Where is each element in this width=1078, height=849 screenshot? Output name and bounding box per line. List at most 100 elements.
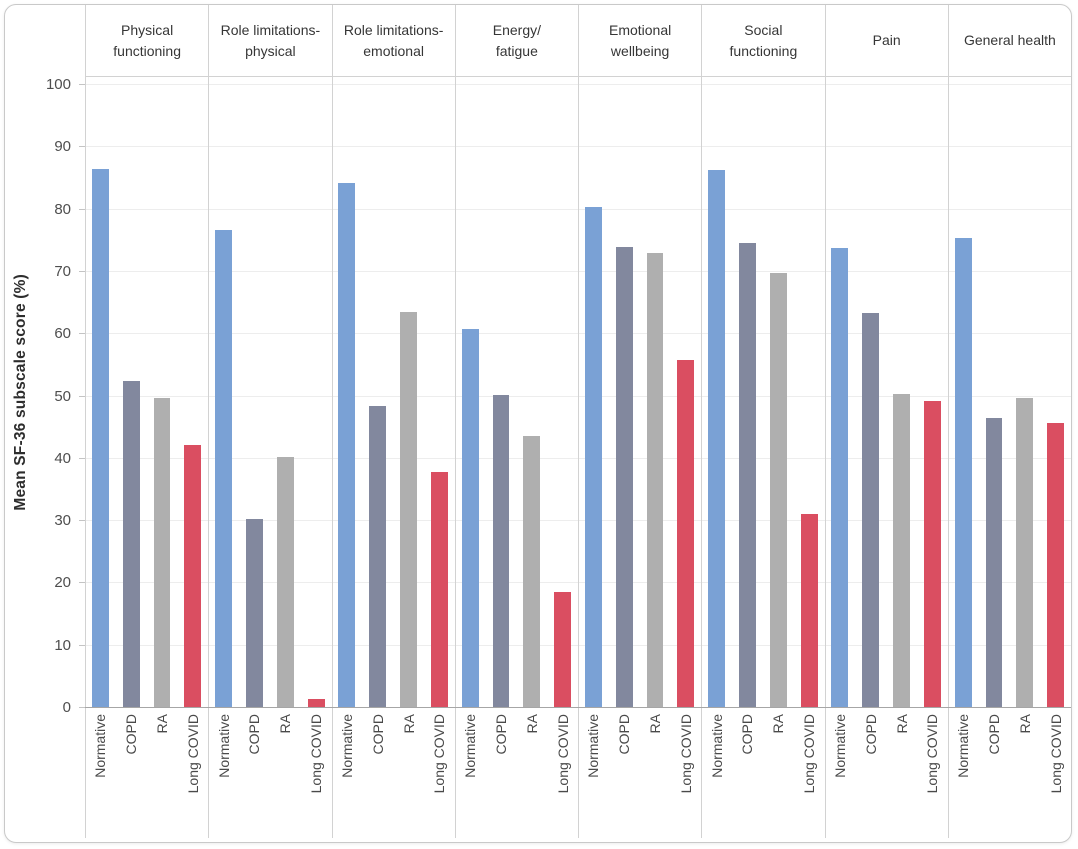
- category-label-long-covid: Long COVID: [308, 714, 325, 794]
- y-tick-label-40: 40: [54, 449, 71, 467]
- gridline-30: [209, 520, 332, 522]
- panel-energy-fatigue: [454, 77, 578, 708]
- y-tick-label-70: 70: [54, 262, 71, 280]
- y-axis-title-text: Mean SF-36 subscale score (%): [12, 274, 29, 511]
- gridline-80: [209, 208, 332, 210]
- gridline-70: [579, 270, 702, 272]
- bar-normative-emotional-wellbeing[interactable]: [584, 207, 602, 708]
- y-tick-mark: [79, 457, 85, 459]
- bar-normative-social-functioning[interactable]: [708, 170, 726, 708]
- bar-normative-energy-fatigue[interactable]: [461, 329, 479, 708]
- panel-plot-area: [455, 77, 578, 708]
- bar-copd-physical-functioning[interactable]: [122, 380, 140, 708]
- label-corner-spacer: [5, 708, 85, 838]
- bar-normative-role-limitations-emotional[interactable]: [338, 182, 356, 708]
- gridline-70: [948, 270, 1071, 272]
- y-tick-mark: [79, 333, 85, 335]
- bar-copd-social-functioning[interactable]: [739, 243, 756, 708]
- gridline-20: [948, 582, 1071, 584]
- gridline-40: [455, 457, 578, 459]
- gridline-90: [825, 146, 948, 148]
- category-labels-general-health: Normative COPD RA Long COVID: [947, 708, 1071, 838]
- bar-long-covid-physical-functioning[interactable]: [184, 445, 202, 708]
- bar-long-covid-energy-fatigue[interactable]: [554, 591, 572, 708]
- bar-normative-pain[interactable]: [831, 248, 849, 708]
- category-labels-energy-fatigue: Normative COPD RA Long COVID: [454, 708, 578, 838]
- bar-ra-social-functioning[interactable]: [769, 272, 787, 708]
- gridline-70: [702, 270, 825, 272]
- category-label-ra: RA: [1016, 714, 1033, 734]
- category-labels-role-limitations-physical: Normative COPD RA Long COVID: [208, 708, 331, 838]
- category-labels-physical-functioning: Normative COPD RA Long COVID: [85, 708, 208, 838]
- y-axis: Mean SF-36 subscale score (%) 0 10 20 30 40 5…: [5, 76, 85, 716]
- bar-long-covid-general-health[interactable]: [1047, 422, 1065, 708]
- bar-normative-general-health[interactable]: [954, 238, 972, 708]
- gridline-40: [702, 457, 825, 459]
- gridline-50: [86, 395, 209, 397]
- gridline-30: [948, 520, 1071, 522]
- bar-normative-physical-functioning[interactable]: [91, 169, 109, 708]
- category-label-ra: RA: [154, 714, 171, 734]
- bar-long-covid-pain[interactable]: [923, 400, 941, 708]
- bar-copd-role-limitations-emotional[interactable]: [369, 406, 387, 708]
- y-tick-mark: [79, 707, 85, 708]
- gridline-70: [209, 270, 332, 272]
- gridline-20: [332, 582, 455, 584]
- y-tick-label-60: 60: [54, 325, 71, 343]
- gridline-10: [702, 644, 825, 646]
- bar-ra-general-health[interactable]: [1016, 397, 1034, 708]
- panel-header-role-limitations-physical: Role limitations-physical: [208, 5, 332, 77]
- sf36-subscale-chart: Physical functioning Role limitations-phys…: [4, 4, 1072, 843]
- gridline-10: [86, 644, 209, 646]
- gridline-50: [825, 395, 948, 397]
- bar-ra-pain[interactable]: [893, 394, 910, 708]
- y-tick-label-20: 20: [54, 574, 71, 592]
- gridline-50: [948, 395, 1071, 397]
- gridline-30: [332, 520, 455, 522]
- panel-role-limitations-physical: [208, 77, 332, 708]
- y-tick-mark: [79, 644, 85, 646]
- category-label-copd: COPD: [616, 714, 633, 755]
- bar-copd-general-health[interactable]: [985, 417, 1003, 708]
- gridline-90: [948, 146, 1071, 148]
- bar-ra-energy-fatigue[interactable]: [523, 435, 541, 708]
- y-tick-mark: [79, 520, 85, 522]
- gridline-90: [332, 146, 455, 148]
- bar-ra-role-limitations-emotional[interactable]: [400, 311, 417, 708]
- gridline-90: [455, 146, 578, 148]
- bar-ra-emotional-wellbeing[interactable]: [646, 253, 664, 708]
- category-label-long-covid: Long COVID: [924, 714, 941, 794]
- bar-normative-role-limitations-physical[interactable]: [215, 229, 233, 708]
- bar-copd-energy-fatigue[interactable]: [492, 394, 510, 708]
- gridline-100: [948, 84, 1071, 85]
- bar-long-covid-role-limitations-physical[interactable]: [307, 698, 325, 708]
- panel-header-energy-fatigue: Energy/fatigue: [454, 5, 578, 77]
- gridline-90: [86, 146, 209, 148]
- bar-copd-role-limitations-physical[interactable]: [246, 518, 263, 708]
- bar-long-covid-social-functioning[interactable]: [800, 514, 818, 708]
- gridline-100: [332, 84, 455, 85]
- category-label-long-covid: Long COVID: [554, 714, 571, 794]
- category-label-normative: Normative: [831, 714, 848, 778]
- category-label-ra: RA: [277, 714, 294, 734]
- panel-header-role-limitations-emotional: Role limitations-emotional: [331, 5, 455, 77]
- bar-copd-emotional-wellbeing[interactable]: [615, 246, 633, 708]
- gridline-60: [948, 333, 1071, 335]
- gridline-60: [86, 333, 209, 335]
- panel-social-functioning: [701, 77, 825, 708]
- bar-ra-physical-functioning[interactable]: [153, 397, 171, 708]
- bar-long-covid-role-limitations-emotional[interactable]: [430, 471, 448, 708]
- bar-ra-role-limitations-physical[interactable]: [276, 456, 294, 708]
- bar-copd-pain[interactable]: [862, 313, 880, 708]
- gridline-100: [825, 84, 948, 85]
- bar-long-covid-emotional-wellbeing[interactable]: [677, 360, 695, 708]
- category-labels-role-limitations-emotional: Normative COPD RA Long COVID: [331, 708, 455, 838]
- y-tick-mark: [79, 395, 85, 397]
- panel-plot-area: [209, 77, 332, 708]
- panel-plot-area: [825, 77, 948, 708]
- panel-emotional-wellbeing: [578, 77, 702, 708]
- gridline-20: [579, 582, 702, 584]
- gridline-80: [86, 208, 209, 210]
- gridline-10: [332, 644, 455, 646]
- gridline-100: [209, 84, 332, 85]
